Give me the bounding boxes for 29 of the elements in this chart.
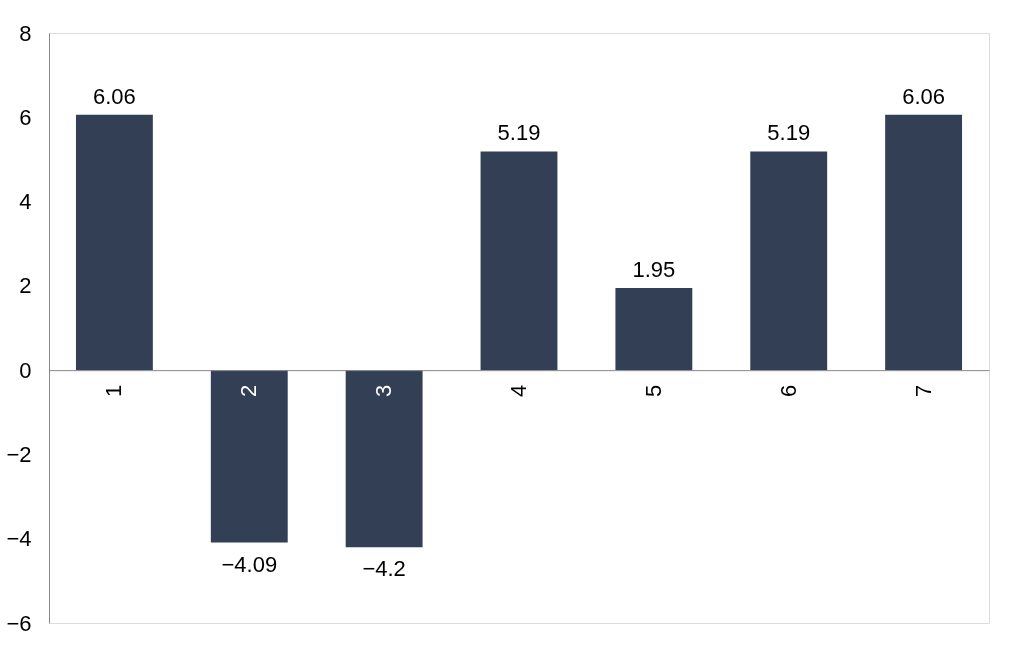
bar: [210, 370, 288, 543]
x-tick-label: 5: [640, 384, 666, 397]
x-tick-label: 1: [101, 384, 127, 397]
bar: [75, 114, 153, 371]
bar: [480, 151, 558, 371]
y-tick-label: 2: [19, 273, 32, 299]
y-tick-label: −2: [6, 441, 32, 467]
y-tick-label: −6: [6, 610, 32, 636]
y-tick-label: 4: [19, 189, 32, 215]
y-tick-label: 8: [19, 20, 32, 46]
bar: [750, 151, 828, 371]
y-tick-label: 6: [19, 104, 32, 130]
x-tick-label: 4: [506, 384, 531, 397]
x-tick-label: 2: [236, 384, 262, 397]
data-label: 5.19: [767, 120, 811, 146]
bar: [345, 370, 423, 548]
bar: [885, 114, 963, 371]
data-label: −4.09: [221, 551, 278, 577]
x-tick-label: 6: [775, 384, 801, 397]
data-label: −4.2: [362, 556, 406, 582]
bar: [615, 287, 693, 371]
data-label: 6.06: [902, 83, 946, 109]
x-tick-label: 7: [910, 384, 936, 397]
y-tick-label: 0: [19, 357, 32, 383]
data-label: 6.06: [92, 83, 136, 109]
y-tick-label: −4: [6, 526, 32, 552]
data-label: 5.19: [497, 120, 541, 146]
data-label: 1.95: [632, 256, 676, 282]
x-tick-label: 3: [371, 384, 397, 397]
